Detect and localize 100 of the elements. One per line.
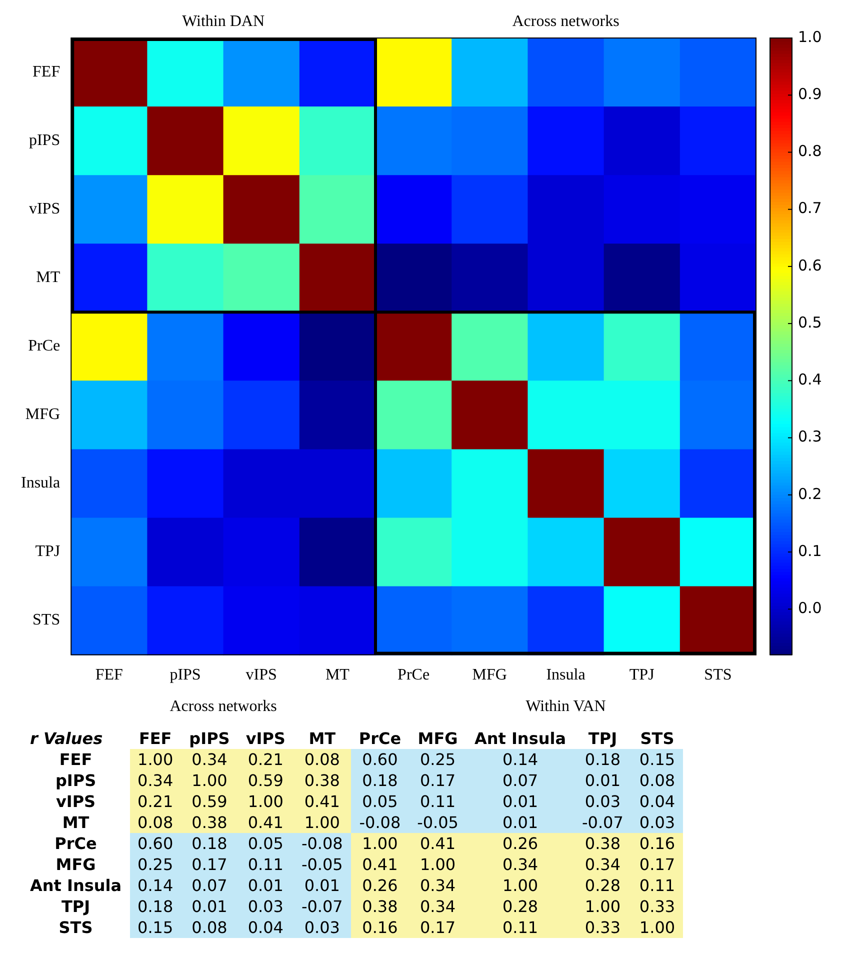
- category-label: STS: [639, 728, 676, 749]
- text: 0.33: [639, 897, 676, 916]
- x-tick-label: pIPS: [170, 666, 201, 684]
- y-tick-label: MFG: [25, 406, 61, 424]
- text: 0.05: [362, 792, 398, 811]
- text: 0.59: [248, 771, 284, 790]
- text: 0.59: [192, 792, 228, 811]
- text: 1.00: [248, 792, 284, 811]
- y-tick-label: STS: [32, 612, 60, 629]
- text: r Values: [29, 728, 104, 749]
- text: 0.07: [192, 876, 228, 895]
- text: 0.17: [639, 855, 676, 874]
- text: 0.14: [138, 876, 174, 895]
- text: 0.16: [362, 918, 398, 937]
- text: 0.05: [248, 834, 284, 853]
- text: 0.18: [362, 771, 398, 790]
- x-tick-label: vIPS: [246, 666, 277, 684]
- category-label: MFG: [416, 728, 459, 749]
- text: 0.41: [420, 834, 456, 853]
- text: 0.01: [584, 771, 621, 790]
- text: Across networks: [512, 13, 620, 30]
- category-label: MT: [62, 813, 90, 832]
- category-label: TPJ: [587, 728, 618, 749]
- text: 0.25: [138, 855, 174, 874]
- text: 0.08: [192, 918, 228, 937]
- text: 0.03: [584, 792, 621, 811]
- text: 0.21: [138, 792, 174, 811]
- text: 1.00: [192, 771, 228, 790]
- x-tick-label: MFG: [472, 666, 508, 684]
- text: 0.08: [639, 771, 676, 790]
- text: 0.01: [502, 813, 538, 832]
- color-bar-label: 0.0: [798, 599, 822, 617]
- text: 0.11: [420, 792, 456, 811]
- text: 0.15: [639, 750, 676, 769]
- text: 0.34: [502, 855, 538, 874]
- text: -0.08: [359, 813, 401, 832]
- category-label: Ant Insula: [473, 728, 568, 749]
- color-bar-label: 0.1: [798, 542, 822, 560]
- text: 0.41: [304, 792, 340, 811]
- text: 0.16: [639, 834, 676, 853]
- text: 0.17: [192, 855, 228, 874]
- color-bar-label: 0.2: [798, 484, 822, 503]
- text: 0.04: [639, 792, 676, 811]
- category-label: MT: [308, 728, 337, 749]
- y-tick-label: MT: [36, 269, 60, 286]
- text: 1.00: [138, 750, 174, 769]
- x-tick-label: MT: [325, 666, 350, 684]
- text: 0.26: [362, 876, 398, 895]
- category-label: pIPS: [188, 728, 231, 749]
- text: Within DAN: [182, 13, 265, 30]
- text: 0.28: [584, 876, 621, 895]
- color-bar-label: 0.5: [798, 313, 822, 332]
- category-label: FEF: [138, 728, 173, 749]
- text: 0.03: [248, 897, 284, 916]
- text: 0.28: [502, 897, 538, 916]
- text: 1.00: [420, 855, 456, 874]
- text: 0.03: [639, 813, 676, 832]
- text: 0.60: [362, 750, 398, 769]
- text: 1.00: [584, 897, 621, 916]
- text: 0.01: [248, 876, 284, 895]
- text: -0.05: [417, 813, 458, 832]
- text: 1.00: [639, 918, 676, 937]
- x-tick-label: PrCe: [398, 666, 430, 684]
- text: 0.34: [420, 876, 456, 895]
- text: 0.01: [192, 897, 228, 916]
- y-tick-label: vIPS: [28, 200, 60, 218]
- text: 0.33: [584, 918, 621, 937]
- text: 0.34: [584, 855, 621, 874]
- color-bar-label: 0.6: [798, 256, 822, 274]
- y-tick-label: TPJ: [35, 543, 60, 560]
- text: 0.08: [138, 813, 174, 832]
- color-bar-label: 0.3: [798, 428, 822, 446]
- color-bar-label: 0.8: [798, 142, 822, 160]
- text: 0.11: [639, 876, 676, 895]
- text: 0.34: [420, 897, 456, 916]
- text: 0.38: [584, 834, 621, 853]
- text: 0.08: [304, 750, 340, 769]
- y-tick-label: FEF: [32, 63, 60, 80]
- category-label: STS: [58, 918, 93, 937]
- text: 0.38: [362, 897, 398, 916]
- text: 0.04: [248, 918, 284, 937]
- text: 0.01: [502, 792, 538, 811]
- text: 0.01: [304, 876, 340, 895]
- text: -0.08: [301, 834, 343, 853]
- text: 1.00: [502, 876, 538, 895]
- text: 0.17: [420, 918, 456, 937]
- text: Across networks: [170, 698, 277, 715]
- text: 0.21: [248, 750, 284, 769]
- x-tick-label: STS: [704, 666, 732, 684]
- text: 0.34: [138, 771, 174, 790]
- color-bar-label: 0.7: [798, 199, 822, 218]
- y-tick-label: pIPS: [28, 132, 60, 150]
- category-label: TPJ: [61, 897, 90, 916]
- text: 0.11: [502, 918, 538, 937]
- text: 0.18: [192, 834, 228, 853]
- x-tick-label: FEF: [95, 666, 124, 684]
- color-bar-label: 0.4: [798, 370, 822, 389]
- y-tick-label: Insula: [20, 474, 60, 492]
- category-label: vIPS: [56, 792, 96, 811]
- x-tick-label: Insula: [546, 666, 586, 684]
